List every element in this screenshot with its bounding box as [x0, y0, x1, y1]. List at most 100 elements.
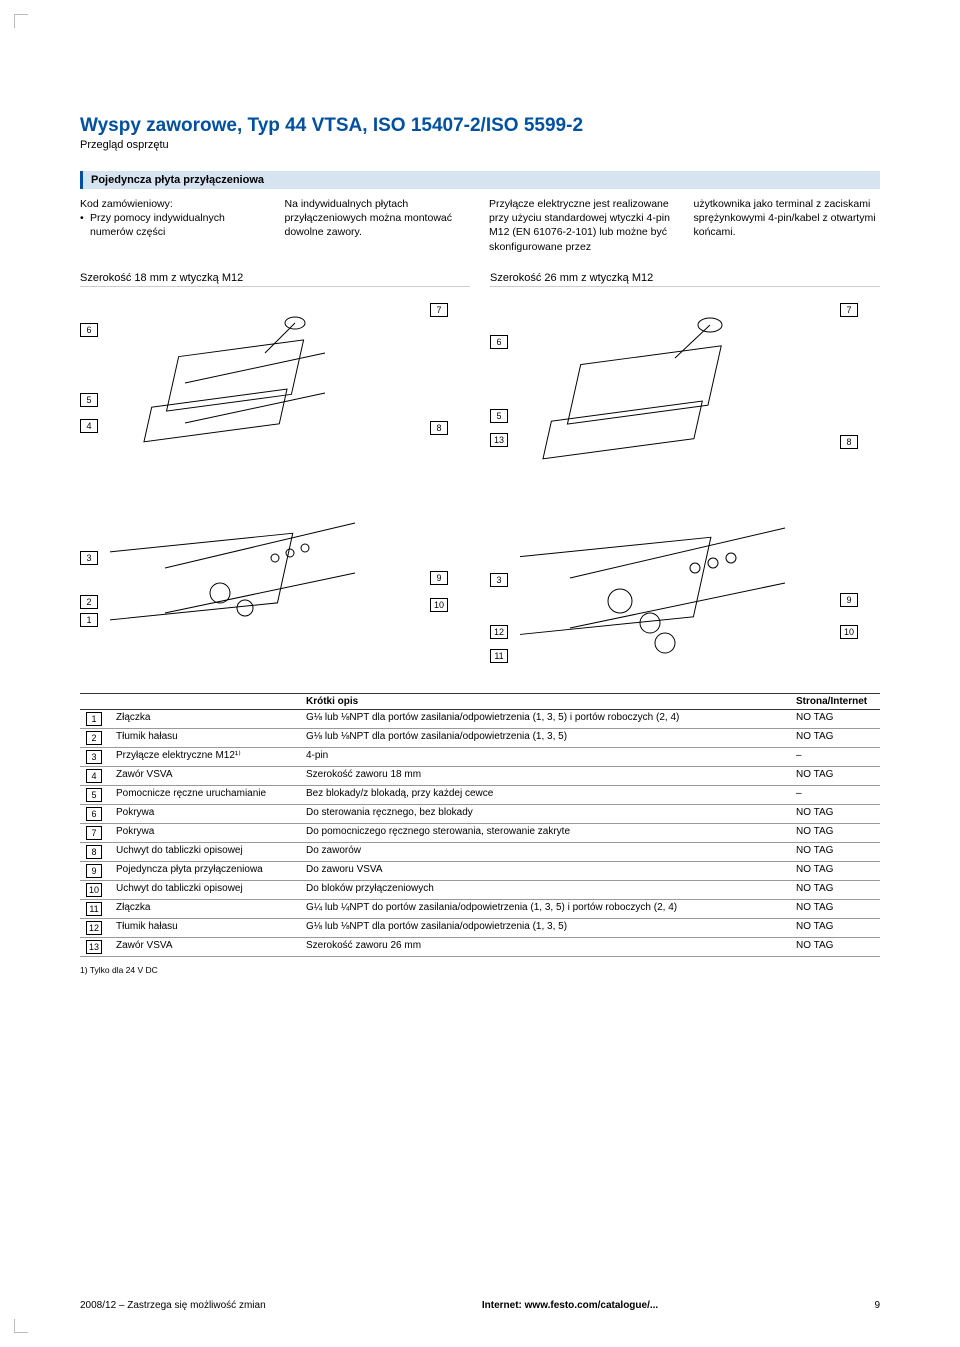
callout-box: 7 [840, 303, 858, 317]
row-number-box: 11 [86, 902, 102, 916]
callout-box: 11 [490, 649, 508, 663]
row-page: NO TAG [790, 709, 880, 728]
callout-box: 8 [840, 435, 858, 449]
row-number-box: 10 [86, 883, 102, 897]
intro-col-4: użytkownika jako terminal z zaciskami sp… [694, 197, 881, 254]
row-name: Pojedyncza płyta przyłączeniowa [110, 861, 300, 880]
table-header-row: Krótki opis Strona/Internet [80, 693, 880, 709]
row-desc: Szerokość zaworu 26 mm [300, 937, 790, 956]
callout-box: 2 [80, 595, 98, 609]
callout-box: 10 [840, 625, 858, 639]
diagram-right: 65133121178910 [490, 293, 880, 663]
table-row: 9Pojedyncza płyta przyłączeniowaDo zawor… [80, 861, 880, 880]
row-number-box: 8 [86, 845, 102, 859]
row-page: NO TAG [790, 804, 880, 823]
table-row: 12 Tłumik hałasuG⅛ lub ⅛NPT dla portów za… [80, 918, 880, 937]
th-desc: Krótki opis [300, 693, 790, 709]
footer-left: 2008/12 – Zastrzega się możliwość zmian [80, 1300, 266, 1311]
row-page: NO TAG [790, 728, 880, 747]
row-name: Uchwyt do tabliczki opisowej [110, 842, 300, 861]
row-desc: Do pomocniczego ręcznego sterowania, ste… [300, 823, 790, 842]
row-name: Uchwyt do tabliczki opisowej [110, 880, 300, 899]
crop-mark [14, 14, 28, 28]
table-row: 4 Zawór VSVASzerokość zaworu 18 mmNO TAG [80, 766, 880, 785]
th-name [110, 693, 300, 709]
footnote: 1) Tylko dla 24 V DC [80, 965, 880, 975]
row-page: NO TAG [790, 823, 880, 842]
row-page: – [790, 747, 880, 766]
row-name: Pokrywa [110, 804, 300, 823]
row-desc: Szerokość zaworu 18 mm [300, 766, 790, 785]
row-page: NO TAG [790, 766, 880, 785]
table-row: 13 Zawór VSVASzerokość zaworu 26 mmNO TAG [80, 937, 880, 956]
callout-box: 13 [490, 433, 508, 447]
panel-right: Szerokość 26 mm z wtyczką M12 6513312117… [490, 272, 880, 663]
panel-right-title: Szerokość 26 mm z wtyczką M12 [490, 272, 880, 287]
row-name: Pomocnicze ręczne uruchamianie [110, 785, 300, 804]
row-page: NO TAG [790, 918, 880, 937]
callout-box: 8 [430, 421, 448, 435]
callout-box: 12 [490, 625, 508, 639]
table-row: 10 Uchwyt do tabliczki opisowejDo bloków … [80, 880, 880, 899]
intro-col-1: Kod zamówieniowy: Przy pomocy indywidual… [80, 197, 267, 254]
row-name: Złączka [110, 709, 300, 728]
row-desc: G⅛ lub ⅛NPT dla portów zasilania/odpowie… [300, 918, 790, 937]
callout-box: 5 [80, 393, 98, 407]
row-number-box: 6 [86, 807, 102, 821]
footer-center: Internet: www.festo.com/catalogue/... [482, 1300, 658, 1311]
row-name: Zawór VSVA [110, 937, 300, 956]
callout-box: 1 [80, 613, 98, 627]
callout-box: 9 [840, 593, 858, 607]
table-row: 8Uchwyt do tabliczki opisowejDo zaworówN… [80, 842, 880, 861]
intro-col-3: Przyłącze elektryczne jest realizowane p… [489, 197, 676, 254]
table-row: 11 ZłączkaG¼ lub ¼NPT do portów zasilania… [80, 899, 880, 918]
th-page: Strona/Internet [790, 693, 880, 709]
row-desc: G¼ lub ¼NPT do portów zasilania/odpowiet… [300, 899, 790, 918]
table-row: 3Przyłącze elektryczne M12¹⁾4-pin– [80, 747, 880, 766]
row-desc: G⅛ lub ⅛NPT dla portów zasilania/odpowie… [300, 709, 790, 728]
callout-box: 9 [430, 571, 448, 585]
row-name: Przyłącze elektryczne M12¹⁾ [110, 747, 300, 766]
parts-table: Krótki opis Strona/Internet 1ZłączkaG⅛ l… [80, 693, 880, 957]
panel-left-title: Szerokość 18 mm z wtyczką M12 [80, 272, 470, 287]
row-desc: Do bloków przyłączeniowych [300, 880, 790, 899]
row-name: Tłumik hałasu [110, 918, 300, 937]
row-desc: Do zaworu VSVA [300, 861, 790, 880]
exploded-view-icon [520, 293, 850, 663]
callout-box: 7 [430, 303, 448, 317]
row-desc: G⅛ lub ⅛NPT dla portów zasilania/odpowie… [300, 728, 790, 747]
crop-mark [14, 1319, 28, 1333]
intro-columns: Kod zamówieniowy: Przy pomocy indywidual… [80, 197, 880, 254]
row-page: – [790, 785, 880, 804]
table-row: 2 Tłumik hałasuG⅛ lub ⅛NPT dla portów zas… [80, 728, 880, 747]
row-number-box: 2 [86, 731, 102, 745]
page-title: Wyspy zaworowe, Typ 44 VTSA, ISO 15407-2… [80, 115, 880, 137]
table-row: 6 PokrywaDo sterowania ręcznego, bez blok… [80, 804, 880, 823]
panel-left: Szerokość 18 mm z wtyczką M12 6543217891… [80, 272, 470, 663]
row-number-box: 12 [86, 921, 102, 935]
callout-box: 3 [80, 551, 98, 565]
row-number-box: 4 [86, 769, 102, 783]
row-page: NO TAG [790, 842, 880, 861]
th-num [80, 693, 110, 709]
row-name: Złączka [110, 899, 300, 918]
diagram-panels: Szerokość 18 mm z wtyczką M12 6543217891… [80, 272, 880, 663]
row-name: Tłumik hałasu [110, 728, 300, 747]
table-row: 1 ZłączkaG⅛ lub ⅛NPT dla portów zasilania… [80, 709, 880, 728]
exploded-view-icon [110, 293, 440, 663]
row-number-box: 13 [86, 940, 102, 954]
callout-box: 10 [430, 598, 448, 612]
row-number-box: 3 [86, 750, 102, 764]
row-desc: Do sterowania ręcznego, bez blokady [300, 804, 790, 823]
section-header: Pojedyncza płyta przyłączeniowa [80, 171, 880, 189]
row-number-box: 1 [86, 712, 102, 726]
intro-col-1-head: Kod zamówieniowy: [80, 197, 267, 211]
row-page: NO TAG [790, 880, 880, 899]
row-page: NO TAG [790, 937, 880, 956]
callout-box: 3 [490, 573, 508, 587]
row-name: Pokrywa [110, 823, 300, 842]
table-row: 5Pomocnicze ręczne uruchamianieBez bloka… [80, 785, 880, 804]
row-name: Zawór VSVA [110, 766, 300, 785]
page-subtitle: Przegląd osprzętu [80, 139, 880, 151]
page-footer: 2008/12 – Zastrzega się możliwość zmian … [80, 1300, 880, 1311]
